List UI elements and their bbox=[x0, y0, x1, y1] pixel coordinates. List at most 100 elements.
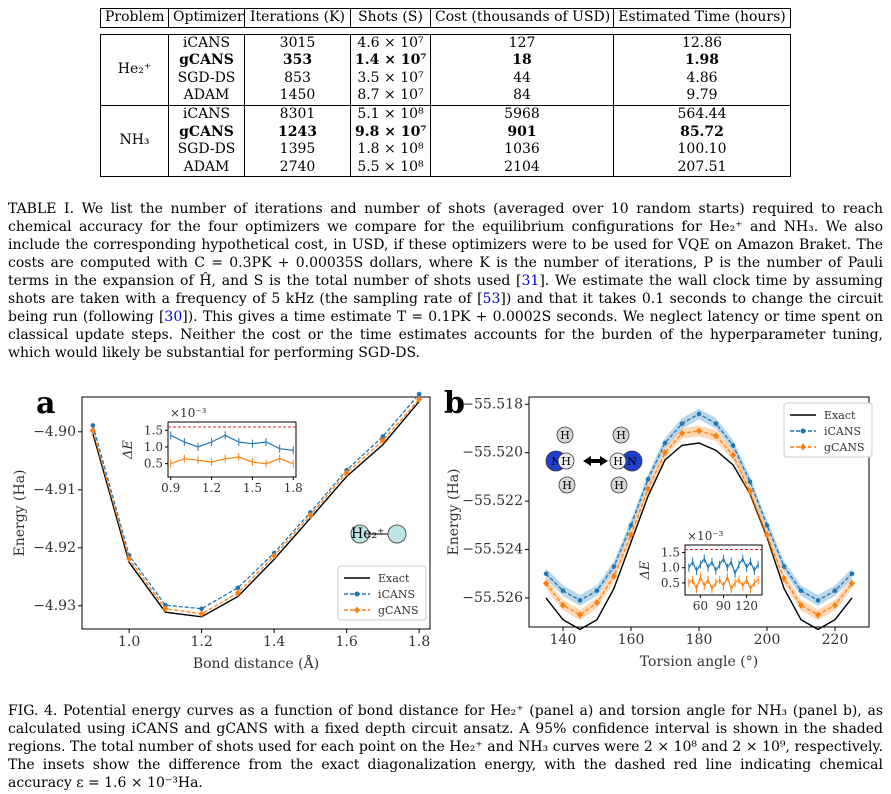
hydrogen-atom-label: H bbox=[560, 429, 570, 442]
table-cell-time: 4.86 bbox=[613, 69, 791, 88]
panel-b-legend-marker bbox=[800, 443, 806, 451]
panel-a-point-icans bbox=[416, 391, 422, 397]
panel-a-series-gcans bbox=[89, 395, 423, 618]
panel-b-point-icans bbox=[849, 571, 855, 577]
panel-a-inset-scale-label: ×10⁻³ bbox=[170, 406, 207, 420]
panel-b-point-gcans bbox=[764, 531, 770, 539]
panel-b-inset-ytick-label: 1.5 bbox=[661, 546, 680, 560]
table-cell-cost: 84 bbox=[430, 87, 614, 106]
panel-b-ytick-label: −55.524 bbox=[462, 542, 523, 558]
panel-a-legend-label: gCANS bbox=[378, 604, 419, 617]
hydrogen-atom-label: H bbox=[561, 455, 571, 468]
table-cell-cost: 5968 bbox=[430, 104, 614, 124]
table-cell-shots: 3.5 × 10⁷ bbox=[350, 69, 431, 88]
table-cell-iterations: 3015 bbox=[244, 33, 351, 53]
table-cell-iterations: 1243 bbox=[244, 123, 351, 142]
table-cell-time: 564.44 bbox=[613, 104, 791, 124]
table-cell-optimizer: ADAM bbox=[168, 87, 245, 106]
table-cell-iterations: 1395 bbox=[244, 141, 351, 159]
table-cell-shots: 8.7 × 10⁷ bbox=[350, 87, 431, 106]
table-cell-shots: 9.8 × 10⁷ bbox=[350, 123, 431, 142]
panel-a-point-gcans bbox=[343, 469, 350, 477]
citation-link-53[interactable]: 53 bbox=[482, 291, 501, 307]
table-cell-optimizer: ADAM bbox=[168, 158, 245, 178]
table-row: NH₃ iCANS 8301 5.1 × 10⁸ 5968 564.44 bbox=[100, 104, 791, 178]
panel-a-frame bbox=[81, 396, 431, 630]
table-row: ADAM 1450 8.7 × 10⁷ 84 9.79 bbox=[101, 87, 791, 106]
panel-b-legend-marker bbox=[800, 428, 806, 434]
panel-a-point-gcans bbox=[416, 395, 423, 403]
figure-caption: FIG. 4. Potential energy curves as a fun… bbox=[8, 703, 883, 791]
panel-b-xtick-label: 200 bbox=[754, 632, 781, 648]
header-cost: Cost (thousands of USD) bbox=[430, 8, 614, 28]
panel-b-point-gcans bbox=[849, 579, 855, 587]
panel-a-point-gcans bbox=[162, 605, 169, 613]
table-cell-shots: 4.6 × 10⁷ bbox=[350, 33, 431, 53]
hydrogen-atom-label: H bbox=[613, 455, 623, 468]
table-cell-optimizer: SGD-DS bbox=[168, 141, 245, 159]
panel-b-inset-xtick-label: 90 bbox=[716, 599, 731, 613]
table-row: SGD-DS 1395 1.8 × 10⁸ 1036 100.10 bbox=[101, 141, 791, 159]
panel-a-line-icans bbox=[92, 393, 420, 610]
panel-b-point-gcans bbox=[713, 432, 719, 440]
table-row: gCANS 1243 9.8 × 10⁷ 901 85.72 bbox=[101, 123, 791, 142]
panel-a-inset-line-gcans bbox=[170, 456, 294, 465]
panel-a-point-gcans bbox=[89, 427, 96, 435]
panel-a-point-icans bbox=[90, 423, 96, 428]
panel-b-point-icans bbox=[696, 411, 702, 417]
table-cell-optimizer: SGD-DS bbox=[168, 69, 245, 88]
panel-a-inset-ytick-label: 1.5 bbox=[144, 423, 163, 437]
header-shots: Shots (S) bbox=[350, 8, 431, 28]
panel-b-xtick-label: 220 bbox=[822, 632, 849, 648]
panel-a-inset-xtick-label: 1.8 bbox=[284, 481, 303, 495]
table-cell-problem: He₂⁺ bbox=[100, 33, 169, 106]
panel-a-inset-xtick-label: 1.2 bbox=[202, 481, 221, 495]
panel-b-legend-label: Exact bbox=[824, 409, 856, 422]
panel-a-xtick-label: 1.8 bbox=[408, 634, 430, 650]
molecule-atom bbox=[350, 524, 370, 544]
panel-b-ytick-label: −55.522 bbox=[462, 493, 523, 509]
table-caption-text-2: ]. We estimate the wall clock time by as… bbox=[8, 273, 884, 307]
table-row: gCANS 353 1.4 × 10⁷ 18 1.98 bbox=[101, 52, 791, 70]
table-caption-text-3: ]) and that it takes 0.1 seconds to chan… bbox=[8, 291, 883, 325]
panel-b-point-icans bbox=[628, 523, 634, 528]
panel-b-series-gcans bbox=[543, 425, 855, 621]
panel-b-legend-label: gCANS bbox=[824, 441, 865, 454]
panel-b-point-icans bbox=[798, 588, 804, 593]
table-cell-cost: 18 bbox=[430, 52, 614, 70]
panel-a-line-exact bbox=[92, 401, 420, 618]
header-problem: Problem bbox=[100, 8, 169, 28]
panel-b-point-gcans bbox=[662, 449, 668, 457]
table-cell-iterations: 1450 bbox=[244, 87, 351, 106]
panel-b-xtick-label: 140 bbox=[550, 632, 577, 648]
citation-link-31[interactable]: 31 bbox=[521, 273, 540, 289]
panel-a-inset-ytick-label: 1.0 bbox=[144, 440, 163, 454]
citation-link-30[interactable]: 30 bbox=[164, 309, 183, 325]
panel-a-legend-label: iCANS bbox=[378, 588, 415, 601]
panel-a-point-icans bbox=[235, 585, 241, 591]
panel-b-point-icans bbox=[662, 440, 668, 446]
figure-4: a 1.0 1.2 1.4 1.6 1.8 −4.93 −4.92 −4.91 −4.90 Bond… bbox=[12, 386, 873, 672]
panel-b-point-icans bbox=[713, 421, 719, 426]
panel-a-xtick-label: 1.6 bbox=[335, 634, 357, 650]
panel-b-inset-scale-label: ×10⁻³ bbox=[687, 529, 724, 543]
panel-a-xlabel: Bond distance (Å) bbox=[193, 654, 319, 672]
table-cell-time: 100.10 bbox=[613, 141, 791, 159]
panel-a-inset-ytick-label: 0.5 bbox=[144, 457, 163, 471]
panel-a-point-gcans bbox=[126, 555, 133, 563]
panel-b-inset-ytick-label: 0.5 bbox=[661, 576, 680, 590]
table-cell-cost: 127 bbox=[430, 33, 614, 53]
panel-b-ylabel: Energy (Ha) bbox=[446, 468, 462, 555]
panel-b-point-icans bbox=[679, 421, 685, 426]
table-cell-optimizer: iCANS bbox=[168, 33, 245, 53]
table-caption: TABLE I. We list the number of iteration… bbox=[8, 200, 883, 362]
panel-b-point-gcans bbox=[798, 601, 804, 609]
table-cell-cost: 901 bbox=[430, 123, 614, 142]
panel-b-legend-box bbox=[783, 402, 873, 458]
hydrogen-atom-label: H bbox=[616, 429, 626, 442]
he2-molecule-icon: He₂⁺ bbox=[350, 524, 407, 544]
table-cell-time: 12.86 bbox=[613, 33, 791, 53]
panel-a-inset-line-icans bbox=[170, 434, 294, 451]
panel-b-inset-xtick-label: 60 bbox=[693, 599, 708, 613]
panel-b-point-gcans bbox=[747, 487, 753, 495]
